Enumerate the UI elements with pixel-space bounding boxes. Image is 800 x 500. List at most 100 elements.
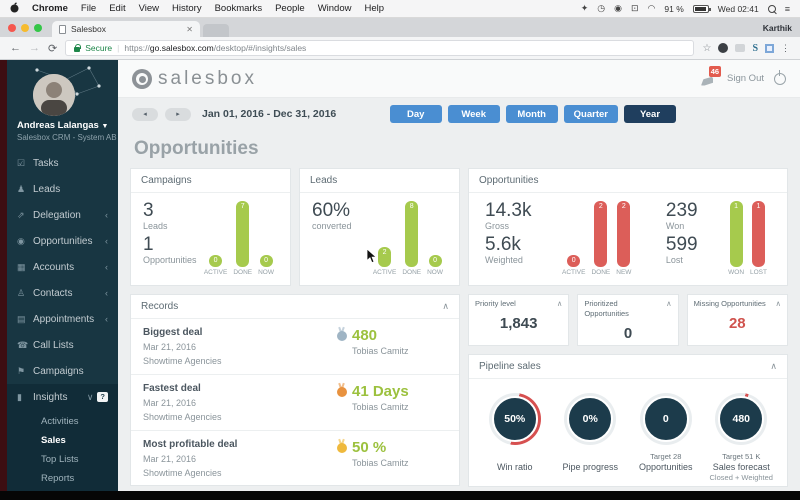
menubar-clock[interactable]: Wed 02:41 [717,3,759,14]
extension-icon-1[interactable] [718,43,729,53]
period-month-button[interactable]: Month [505,105,558,123]
help-badge[interactable]: ? [97,392,108,402]
period-week-button[interactable]: Week [447,105,500,123]
sidebar-item-appointments[interactable]: ▤ Appointments ‹ [17,313,108,325]
sidebar-item-opportunities[interactable]: ◉ Opportunities ‹ [17,235,108,247]
close-window-button[interactable] [8,24,16,32]
reload-icon[interactable]: ⟳ [48,42,58,55]
missing-opportunities-card: Missing Opportunities ∧ 28 [686,294,788,346]
constellation-graphic [7,60,118,116]
menu-people[interactable]: People [275,3,305,14]
collapse-chevron-icon[interactable]: ∧ [442,301,449,311]
kpi-cards-row: Priority level ∧ 1,843 Prioritized Opport… [468,294,788,346]
gauge-ring: 50% [488,393,541,445]
notifications-button[interactable]: 46 [701,65,722,86]
campaigns-card: Campaigns 3 Leads 1 Opportunities 0 ACTIV… [130,168,291,286]
sign-out-button[interactable]: Sign Out [727,73,764,84]
collapse-chevron-icon[interactable]: ∧ [770,361,777,371]
search-icon[interactable] [767,4,776,13]
display-icon[interactable]: ⊡ [630,3,639,13]
sidebar-item-delegation[interactable]: ⇗ Delegation ‹ [17,209,108,221]
record-row-fastest-deal[interactable]: Fastest deal Mar 21, 2016 Showtime Agenc… [131,375,459,431]
leads-card: Leads 60% converted 2 ACTIVE 8 DONE 0 NOW [299,168,460,286]
leads-bar-chart: 2 ACTIVE 8 DONE 0 NOW [373,201,447,276]
next-period-button[interactable]: ▸ [165,107,191,121]
period-year-button[interactable]: Year [624,105,676,123]
menu-edit[interactable]: Edit [109,3,126,14]
opportunities-card-title: Opportunities [469,169,787,193]
collapse-chevron-icon[interactable]: ∧ [775,299,781,308]
bar-active: 0 ACTIVE [561,255,586,276]
gauge-value: 480 [732,413,751,425]
close-tab-icon[interactable]: ✕ [186,24,193,34]
secure-lock-icon[interactable] [74,43,82,52]
menu-view[interactable]: View [138,3,160,14]
minimize-window-button[interactable] [21,24,29,32]
power-icon[interactable] [774,69,786,85]
menu-file[interactable]: File [80,3,97,14]
new-tab-button[interactable] [203,24,229,37]
sidebar-item-contacts[interactable]: ♙ Contacts ‹ [17,287,108,299]
sidebar-subitem-sales[interactable]: Sales [41,435,66,446]
back-icon[interactable]: ← [10,42,21,54]
gauge-ring: 0% [564,393,617,445]
dropbox-icon[interactable]: ✦ [580,3,589,13]
salesbox-logo[interactable]: salesbox [132,68,257,90]
leads-converted-value: 60% [312,200,351,221]
user-name[interactable]: Andreas Lalangas ▼ [17,120,109,131]
apple-icon[interactable] [10,2,19,16]
collapse-chevron-icon[interactable]: ∧ [556,299,563,308]
address-bar[interactable]: Secure | https://go.salesbox.com/desktop… [65,40,695,56]
browser-tab[interactable]: Salesbox ✕ [52,21,200,37]
won-lost-bar-chart: 1 WON 1 LOST [728,201,771,276]
campaigns-card-title: Campaigns [131,169,290,193]
prev-period-button[interactable]: ◂ [132,107,158,121]
menu-bookmarks[interactable]: Bookmarks [214,3,263,14]
menu-help[interactable]: Help [364,3,385,14]
wifi-icon[interactable]: ◠ [647,3,656,13]
chevron-down-icon: ∨ [86,391,94,402]
bar-done: 2 DONE [591,201,611,276]
bookmark-star-icon[interactable]: ☆ [702,42,712,54]
user-block[interactable]: Andreas Lalangas ▼ Salesbox CRM - System… [7,120,118,142]
browser-urlbar: ← → ⟳ Secure | https://go.salesbox.com/d… [0,37,800,60]
sidebar-item-leads[interactable]: ♟ Leads [17,183,61,195]
record-value: 480 [352,327,378,344]
kpi-title: Prioritized Opportunities [584,299,629,318]
extension-icon-3[interactable] [765,43,774,53]
bar-new: 2 NEW [616,201,632,276]
notification-center-icon[interactable]: ≡ [784,3,790,14]
forward-icon[interactable]: → [29,42,40,54]
sidebar-subitem-top-lists[interactable]: Top Lists [41,454,79,465]
chrome-icon[interactable]: ◉ [614,3,622,13]
clock-icon[interactable]: ◷ [597,3,606,13]
sidebar-item-call-lists[interactable]: ☎ Call Lists [17,339,74,351]
record-name: Biggest deal [143,327,203,338]
collapse-chevron-icon[interactable]: ∧ [666,299,672,308]
record-row-biggest-deal[interactable]: Biggest deal Mar 21, 2016 Showtime Agenc… [131,319,459,375]
sidebar-subitem-activities[interactable]: Activities [41,416,79,427]
browser-profile-name[interactable]: Karthik [762,23,792,33]
period-quarter-button[interactable]: Quarter [563,105,618,123]
browser-menu-icon[interactable]: ⋮ [781,42,790,53]
sidebar-item-campaigns[interactable]: ⚑ Campaigns [17,365,84,377]
sidebar-item-accounts[interactable]: ▦ Accounts ‹ [17,261,108,273]
menu-history[interactable]: History [172,3,202,14]
period-day-button[interactable]: Day [389,105,442,123]
extension-icon-2[interactable] [735,44,746,52]
page-title: Opportunities [134,138,259,159]
sidebar-item-tasks[interactable]: ☑ Tasks [17,157,59,169]
salesbox-extension-icon[interactable]: S [752,42,758,54]
window-controls[interactable] [8,24,42,32]
zoom-window-button[interactable] [34,24,42,32]
record-row-most-profitable-deal[interactable]: Most profitable deal Mar 21, 2016 Showti… [131,431,459,486]
user-avatar[interactable] [33,74,75,116]
sidebar-item-insights[interactable]: ▮ Insights ∨? [7,384,118,410]
user-org: Salesbox CRM - System AB [17,133,117,142]
campaigns-opps-value: 1 [143,233,154,255]
record-company: Showtime Agencies [143,468,222,478]
menu-chrome[interactable]: Chrome [32,3,68,14]
omnibox-separator: | [117,43,120,53]
sidebar-subitem-reports[interactable]: Reports [41,473,75,484]
menu-window[interactable]: Window [317,3,352,14]
